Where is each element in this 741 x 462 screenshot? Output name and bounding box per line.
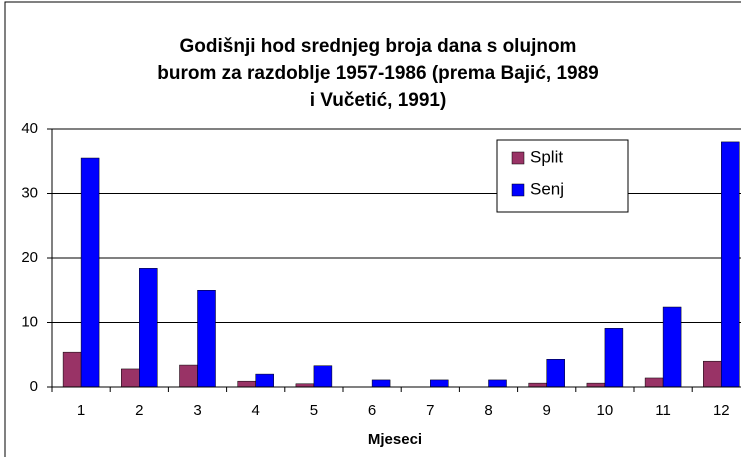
- x-axis-label: Mjeseci: [368, 431, 422, 448]
- x-tick-label: 2: [135, 402, 143, 419]
- y-tick-label: 0: [30, 378, 38, 395]
- y-tick-label: 10: [21, 313, 38, 330]
- bar: [644, 377, 664, 388]
- x-tick-label: 7: [426, 402, 434, 419]
- chart-title: i Vučetić, 1991): [310, 90, 447, 111]
- bar: [586, 382, 606, 388]
- y-tick-label: 40: [21, 120, 38, 137]
- x-tick-label: 1: [77, 402, 85, 419]
- bar: [371, 379, 391, 388]
- x-tick-label: 10: [597, 402, 614, 419]
- bar: [179, 364, 198, 388]
- bar: [546, 359, 565, 388]
- x-tick-label: 8: [484, 402, 492, 419]
- legend-swatch: [511, 151, 525, 165]
- x-tick-label: 6: [368, 402, 376, 419]
- bar: [237, 380, 256, 388]
- y-tick-label: 20: [21, 249, 38, 266]
- y-tick-label: 30: [21, 184, 38, 201]
- bar: [80, 157, 100, 388]
- legend-label: Senj: [530, 179, 564, 198]
- x-tick-label: 12: [713, 402, 730, 419]
- bar: [604, 328, 624, 388]
- bar: [488, 379, 507, 388]
- chart-title: Godišnji hod srednjeg broja dana s olujn…: [180, 36, 577, 57]
- bar: [197, 290, 216, 388]
- bar: [62, 351, 82, 388]
- bar: [528, 382, 547, 388]
- x-tick-label: 11: [655, 402, 671, 419]
- legend-label: Split: [530, 147, 563, 166]
- legend-swatch: [511, 183, 525, 197]
- x-tick-label: 5: [310, 402, 318, 419]
- chart-title: burom za razdoblje 1957-1986 (prema Baji…: [157, 63, 598, 84]
- x-tick-label: 3: [193, 402, 201, 419]
- x-tick-label: 9: [543, 402, 551, 419]
- bar: [121, 368, 140, 388]
- bar: [721, 141, 740, 388]
- bar: [139, 268, 158, 388]
- bar: [255, 373, 274, 388]
- bar: [703, 360, 722, 388]
- x-tick-label: 4: [252, 402, 260, 419]
- bar: [313, 365, 333, 388]
- bar: [662, 306, 682, 388]
- bar: [430, 379, 449, 388]
